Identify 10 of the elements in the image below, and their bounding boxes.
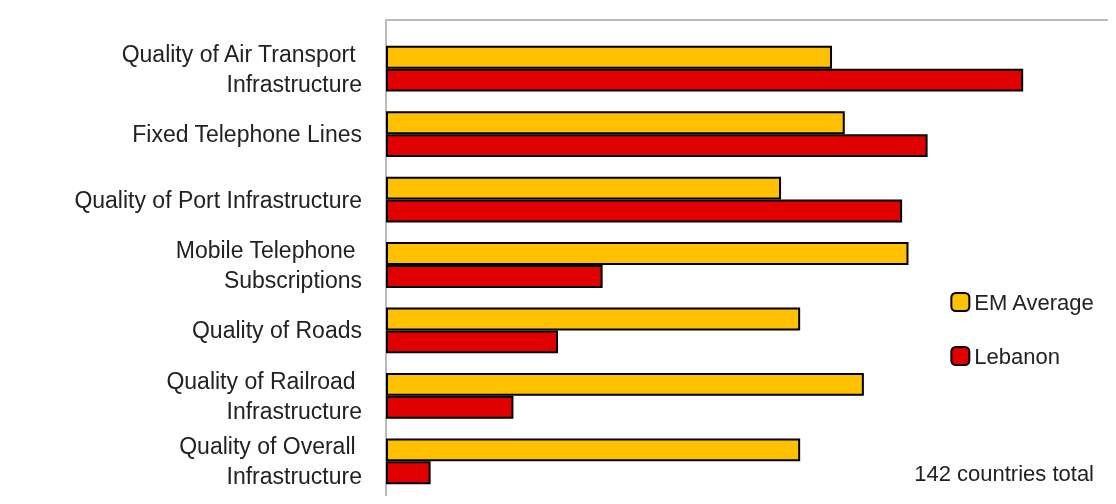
y-tick-label: Fixed Telephone Lines [132, 121, 362, 148]
y-tick-label: Quality of Railroad Infrastructure [166, 367, 362, 424]
annotation: 142 countries total [914, 460, 1094, 486]
y-tick-label: Quality of Roads [191, 317, 362, 344]
y-tick-label: Mobile Telephone Subscriptions [175, 237, 362, 293]
y-tick-label: Quality of Air Transport Infrastructure [121, 40, 362, 97]
y-tick-label: Quality of Overall Infrastructure [179, 433, 362, 490]
legend-label: Lebanon [974, 343, 1060, 369]
y-tick-label: Quality of Port Infrastructure [74, 186, 362, 213]
legend-label: EM Average [974, 289, 1094, 315]
